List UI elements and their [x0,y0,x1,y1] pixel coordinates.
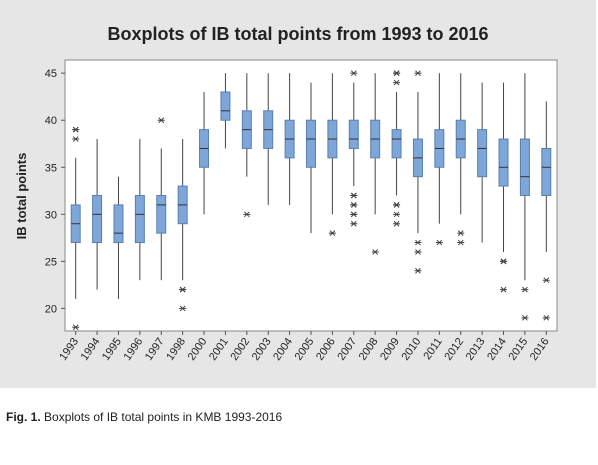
box [92,195,103,244]
y-tick-label: 45 [45,68,57,80]
outlier [393,220,401,227]
outlier [393,202,401,208]
outlier [414,239,422,246]
outlier [350,70,358,77]
outlier [72,136,80,142]
outlier [457,230,465,236]
caption-text: Boxplots of IB total points in KMB 1993-… [44,410,283,424]
y-tick-label: 40 [45,115,57,127]
outlier [393,79,401,86]
y-tick-label: 35 [45,162,57,174]
box [220,91,231,121]
outlier [157,117,165,124]
outlier [350,211,358,218]
outlier [371,249,379,255]
outlier [243,211,251,218]
outlier [414,70,422,77]
outlier [72,324,80,331]
y-tick-label: 20 [45,303,57,315]
outlier [521,314,529,321]
box [134,195,145,244]
outlier [393,211,401,218]
outlier [414,267,422,274]
outlier [500,258,508,265]
outlier [350,202,358,208]
box [156,195,167,234]
caption: Fig. 1. Boxplots of IB total points in K… [6,410,282,424]
y-tick-label: 25 [45,256,57,268]
outlier [435,239,443,246]
outlier [521,286,529,293]
box [477,129,488,178]
chart: Boxplots of IB total points from 1993 to… [0,0,596,388]
box [541,147,552,196]
box [348,119,359,149]
outlier [457,239,465,246]
outlier [179,286,187,293]
outlier [350,192,358,199]
box [498,138,509,187]
box [391,129,402,159]
outlier [542,277,550,284]
outlier [542,314,550,321]
outlier [350,220,358,227]
outlier [500,286,508,293]
outlier [72,126,80,133]
outlier [328,230,336,236]
box [113,204,124,244]
outlier [414,249,422,255]
outlier [179,305,187,312]
y-axis-label: IB total points [14,153,29,240]
y-tick-label: 30 [45,209,57,221]
caption-label: Fig. 1. [6,410,41,424]
box [306,119,316,168]
outlier [393,70,401,77]
box [519,138,530,197]
chart-title: Boxplots of IB total points from 1993 to… [107,24,488,44]
